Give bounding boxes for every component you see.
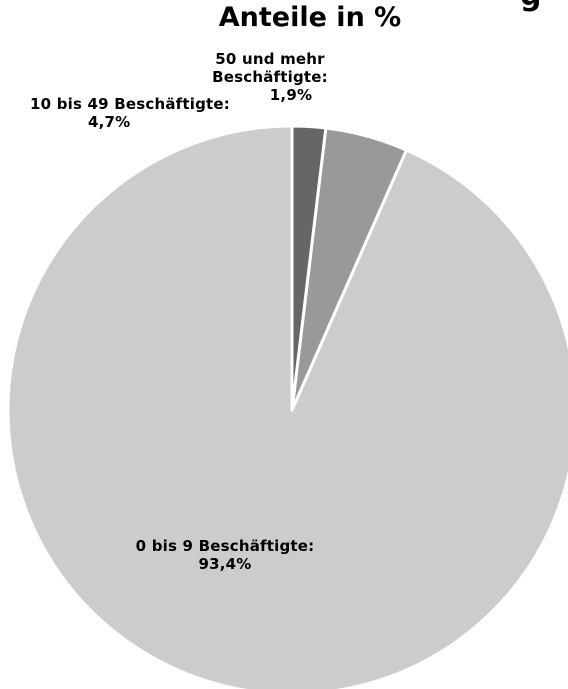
data-label-50-plus-line2: Beschäftigte: bbox=[212, 68, 328, 86]
data-label-10-49: 10 bis 49 Beschäftigte: 4,7% bbox=[0, 95, 260, 131]
pie-slice-0-9 bbox=[6, 124, 568, 689]
pie-slice-50-plus bbox=[290, 124, 328, 412]
data-label-0-9: 0 bis 9 Beschäftigte: 93,4% bbox=[105, 537, 345, 573]
chart-title: Anteile in % bbox=[218, 2, 402, 33]
data-label-50-plus: 50 und mehr Beschäftigte: 1,9% bbox=[200, 50, 340, 104]
cut-off-title-fragment: g bbox=[520, 0, 541, 13]
data-label-0-9-line1: 0 bis 9 Beschäftigte: bbox=[135, 537, 315, 555]
data-label-50-plus-line1: 50 und mehr bbox=[215, 50, 325, 68]
data-label-10-49-line1: 10 bis 49 Beschäftigte: bbox=[30, 95, 230, 113]
data-label-10-49-value: 4,7% bbox=[88, 113, 131, 131]
data-label-50-plus-value: 1,9% bbox=[269, 86, 313, 104]
data-label-0-9-value: 93,4% bbox=[198, 555, 252, 573]
